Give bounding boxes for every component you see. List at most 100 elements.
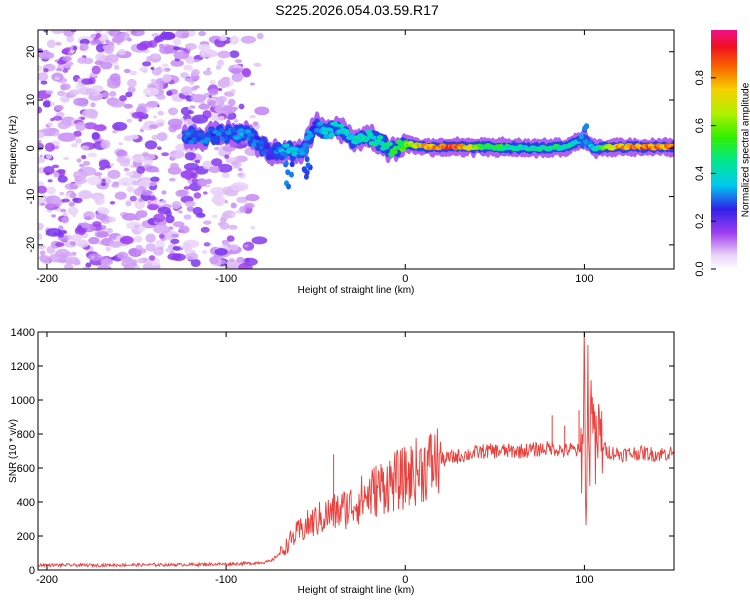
noise-blob bbox=[125, 91, 133, 98]
noise-blob bbox=[209, 256, 219, 265]
noise-blob bbox=[112, 129, 118, 134]
noise-blob bbox=[205, 178, 212, 185]
noise-blob bbox=[230, 88, 236, 94]
noise-blob bbox=[46, 186, 56, 195]
ridge-cell bbox=[370, 135, 377, 140]
noise-blob bbox=[161, 152, 170, 157]
snr-x-label: Height of straight line (km) bbox=[298, 585, 415, 596]
noise-blob bbox=[79, 163, 85, 168]
noise-blob bbox=[108, 216, 116, 223]
noise-blob bbox=[135, 210, 148, 219]
snr-series-line bbox=[38, 332, 674, 569]
noise-blob bbox=[84, 216, 92, 221]
ridge-cell bbox=[214, 135, 221, 141]
noise-blob bbox=[43, 166, 55, 175]
noise-blob bbox=[228, 224, 238, 230]
noise-blob bbox=[171, 253, 186, 262]
noise-blob bbox=[101, 91, 109, 98]
noise-blob bbox=[75, 121, 86, 132]
noise-blob bbox=[74, 138, 82, 144]
noise-blob bbox=[55, 68, 63, 72]
noise-blob bbox=[238, 262, 253, 269]
noise-blob bbox=[59, 208, 67, 213]
ridge-cell bbox=[244, 129, 251, 134]
y-tick-label: 800 bbox=[17, 429, 35, 441]
colorbar: 0.0 0.2 0.4 0.6 0.8 Normalized spectral ampl… bbox=[694, 30, 750, 277]
noise-blob bbox=[101, 225, 107, 231]
noise-blob bbox=[215, 64, 222, 70]
x-tick-label: 100 bbox=[575, 273, 593, 285]
noise-blob bbox=[152, 53, 161, 59]
ridge-cell bbox=[304, 147, 310, 154]
noise-blob bbox=[145, 233, 156, 243]
noise-blob bbox=[208, 88, 219, 96]
noise-blob bbox=[153, 213, 166, 223]
noise-blob bbox=[151, 67, 162, 76]
noise-blob bbox=[109, 201, 116, 205]
noise-blob bbox=[173, 38, 182, 46]
noise-blob bbox=[244, 202, 255, 209]
noise-blob bbox=[102, 55, 107, 60]
noise-blob bbox=[240, 35, 256, 44]
noise-blob bbox=[62, 56, 72, 62]
ridge-cell bbox=[263, 144, 271, 149]
ridge-cell bbox=[293, 147, 300, 152]
ridge-cell bbox=[305, 162, 311, 169]
noise-blob bbox=[217, 163, 233, 173]
noise-blob bbox=[61, 198, 70, 203]
noise-blob bbox=[82, 160, 91, 166]
noise-blob bbox=[95, 33, 102, 38]
ridge-cell bbox=[204, 137, 211, 142]
figure-title: S225.2026.054.03.59.R17 bbox=[275, 2, 439, 18]
noise-blob bbox=[156, 94, 166, 100]
noise-blob bbox=[80, 116, 86, 120]
ridge-cell bbox=[578, 133, 584, 140]
noise-blob bbox=[141, 152, 149, 157]
noise-blob bbox=[142, 69, 148, 73]
noise-blob bbox=[123, 103, 133, 109]
ridge-cell bbox=[317, 121, 324, 126]
x-tick-label: -100 bbox=[215, 273, 237, 285]
noise-blob bbox=[180, 72, 189, 79]
noise-blob bbox=[183, 64, 193, 71]
noise-blob bbox=[244, 244, 249, 248]
noise-blob bbox=[104, 44, 114, 55]
ridge-cell bbox=[322, 130, 329, 135]
ridge-cell bbox=[196, 136, 203, 141]
y-tick-label: 0 bbox=[25, 145, 37, 151]
noise-blob bbox=[138, 159, 143, 163]
noise-blob bbox=[198, 31, 206, 37]
noise-blob bbox=[38, 51, 55, 60]
noise-blob bbox=[214, 146, 220, 151]
noise-blob bbox=[61, 216, 69, 224]
noise-blob bbox=[187, 106, 193, 111]
noise-blob bbox=[185, 56, 196, 64]
snr-marks bbox=[38, 332, 674, 569]
noise-blob bbox=[170, 151, 176, 155]
noise-blob bbox=[238, 103, 245, 110]
noise-blob bbox=[222, 210, 236, 219]
noise-blob bbox=[70, 30, 77, 33]
noise-blob bbox=[46, 39, 56, 49]
noise-blob bbox=[203, 220, 212, 225]
noise-blob bbox=[57, 132, 76, 142]
ridge-cell bbox=[582, 125, 588, 132]
noise-blob bbox=[40, 202, 46, 206]
noise-blob bbox=[226, 235, 235, 242]
noise-blob bbox=[45, 195, 61, 205]
noise-blob bbox=[68, 201, 76, 207]
noise-blob bbox=[109, 240, 122, 248]
noise-blob bbox=[203, 191, 208, 195]
noise-blob bbox=[155, 239, 165, 249]
noise-blob bbox=[83, 122, 98, 130]
noise-blob bbox=[123, 68, 131, 74]
noise-blob bbox=[119, 95, 127, 102]
snr-frame bbox=[37, 331, 675, 571]
noise-blob bbox=[214, 248, 228, 256]
noise-blob bbox=[67, 206, 79, 216]
noise-blob bbox=[234, 59, 242, 64]
noise-blob bbox=[135, 111, 145, 118]
noise-blob bbox=[71, 212, 77, 217]
